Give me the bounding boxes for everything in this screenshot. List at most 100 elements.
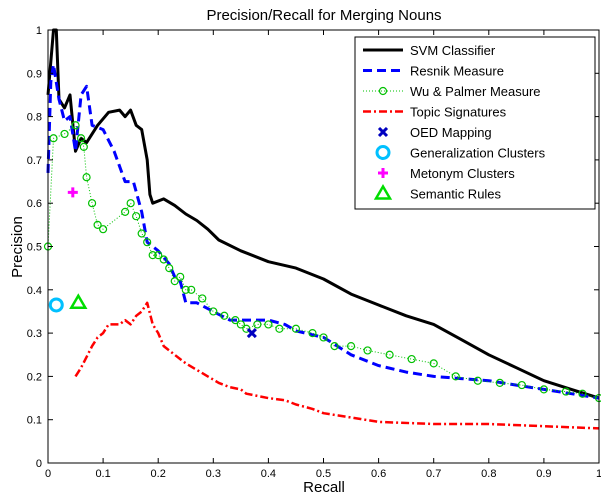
y-tick-label: 0.7	[27, 155, 42, 167]
x-tick-label: 0.8	[481, 468, 496, 480]
y-tick-label: 1	[36, 25, 42, 37]
x-tick-label: 0.2	[151, 468, 166, 480]
legend-item-metonym-clusters: Metonym Clusters	[378, 166, 515, 181]
legend-item-semantic-rules: Semantic Rules	[373, 184, 502, 202]
data-point	[67, 187, 78, 198]
data-point	[385, 350, 394, 359]
series-semantic-rules	[69, 293, 88, 310]
legend-label: Generalization Clusters	[410, 146, 546, 161]
legend-label: Topic Signatures	[410, 105, 507, 120]
plot-area	[43, 28, 601, 430]
y-tick-label: 0.8	[27, 112, 42, 124]
legend-item-oed-mapping: OED Mapping	[377, 125, 492, 140]
legend-marker	[378, 168, 388, 178]
data-point	[236, 320, 245, 329]
data-point	[76, 134, 86, 143]
data-point	[159, 255, 168, 264]
data-point	[539, 385, 549, 394]
data-point	[132, 212, 141, 221]
series-metonym-clusters	[67, 187, 78, 198]
y-tick-label: 0.4	[27, 285, 42, 297]
data-point	[93, 220, 102, 229]
y-tick-label: 0.9	[27, 68, 42, 80]
series-topic-signatures	[74, 301, 600, 430]
data-point	[451, 372, 460, 381]
data-point	[308, 329, 317, 338]
series-line	[47, 124, 600, 399]
data-point	[181, 285, 190, 294]
y-tick-label: 0.2	[27, 371, 42, 383]
legend-label: SVM Classifier	[410, 43, 496, 58]
data-point	[495, 378, 504, 387]
series-generalization-clusters	[48, 297, 64, 313]
x-tick-label: 0.6	[371, 468, 386, 480]
data-point	[176, 272, 185, 281]
x-axis-label: Recall	[303, 479, 345, 496]
y-axis: 0 0.1 0.2 0.3 0.4 0.5 0.6 0.7 0.8 0.9 1	[27, 25, 599, 470]
data-point	[330, 341, 339, 351]
data-point	[275, 324, 284, 333]
data-point	[79, 142, 88, 152]
legend-item-svm-classifier: SVM Classifier	[363, 43, 496, 58]
data-point	[49, 134, 58, 143]
data-point	[473, 376, 482, 385]
data-point	[126, 199, 135, 208]
data-point	[209, 307, 218, 316]
x-tick-label: 0	[45, 468, 51, 480]
data-point	[246, 328, 257, 339]
y-tick-label: 0.1	[27, 415, 42, 427]
legend-label: OED Mapping	[410, 125, 492, 140]
x-axis: 0 0.1 0.2 0.3 0.4 0.5 0.6 0.7 0.8 0.9 1	[45, 30, 601, 480]
y-tick-label: 0.6	[27, 198, 42, 210]
data-point	[253, 320, 262, 329]
legend-item-resnik-measure: Resnik Measure	[363, 64, 504, 79]
data-point	[170, 277, 179, 286]
data-point	[220, 311, 229, 320]
y-axis-label: Precision	[9, 216, 26, 278]
legend-label: Wu & Palmer Measure	[410, 84, 541, 99]
series-wu-palmer-measure	[43, 121, 601, 403]
legend-box	[354, 36, 596, 210]
legend: SVM Classifier Resnik Measure Wu & Palmer …	[354, 36, 596, 210]
data-point	[48, 297, 64, 313]
data-point	[291, 324, 301, 333]
data-point	[198, 294, 207, 303]
data-point	[407, 354, 416, 364]
data-point	[517, 380, 526, 390]
data-point	[71, 121, 80, 130]
chart-title: Precision/Recall for Merging Nouns	[206, 7, 441, 24]
data-point	[69, 293, 88, 310]
data-point	[561, 387, 571, 396]
legend-marker	[373, 184, 393, 200]
legend-item-topic-signatures: Topic Signatures	[363, 105, 507, 120]
series-oed-mapping	[246, 328, 257, 339]
series-line	[74, 301, 600, 430]
data-point	[98, 225, 108, 234]
data-point	[143, 238, 152, 247]
data-point	[429, 359, 438, 368]
data-point	[60, 129, 69, 139]
x-tick-label: 0.9	[536, 468, 551, 480]
data-point	[121, 207, 130, 216]
data-point	[137, 229, 146, 238]
series-line	[46, 63, 600, 400]
x-tick-label: 1	[596, 468, 601, 480]
y-tick-label: 0	[36, 458, 42, 470]
legend-item-wu-palmer-measure: Wu & Palmer Measure	[363, 84, 541, 99]
y-tick-label: 0.3	[27, 328, 42, 340]
data-point	[187, 285, 196, 294]
data-point	[148, 251, 157, 260]
legend-marker	[375, 145, 391, 160]
x-tick-label: 0.5	[316, 468, 331, 480]
data-point	[242, 324, 251, 333]
x-tick-label: 0.3	[206, 468, 221, 480]
data-point	[82, 173, 91, 182]
data-point	[319, 333, 328, 342]
data-point	[363, 346, 372, 355]
legend-label: Semantic Rules	[410, 187, 502, 202]
data-point	[578, 389, 587, 398]
legend-marker	[378, 86, 388, 96]
legend-marker	[377, 126, 389, 138]
x-tick-label: 0.1	[95, 468, 110, 480]
